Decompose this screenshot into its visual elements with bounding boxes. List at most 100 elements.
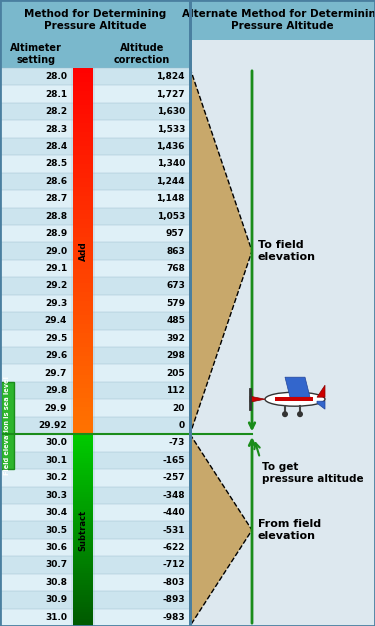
Bar	[73, 611, 93, 614]
Circle shape	[282, 411, 288, 417]
Bar	[73, 590, 93, 592]
Text: 298: 298	[166, 351, 185, 360]
Bar	[0, 608, 190, 626]
Bar	[73, 237, 93, 242]
Bar	[73, 187, 93, 192]
Bar	[73, 465, 93, 468]
Text: 0: 0	[179, 421, 185, 430]
Text: To field
elevation: To field elevation	[258, 240, 316, 262]
Text: 29.0: 29.0	[45, 247, 67, 255]
Bar	[0, 173, 190, 190]
Bar	[73, 333, 93, 338]
Bar	[73, 498, 93, 501]
Bar	[73, 177, 93, 182]
Bar	[73, 242, 93, 247]
Bar	[73, 397, 93, 402]
Bar	[0, 190, 190, 207]
Text: -983: -983	[162, 613, 185, 622]
Bar	[73, 173, 93, 178]
Bar	[73, 361, 93, 366]
Bar	[73, 597, 93, 600]
Text: 29.9: 29.9	[45, 404, 67, 413]
Bar	[73, 127, 93, 132]
Text: 112: 112	[166, 386, 185, 395]
Bar	[73, 264, 93, 269]
Bar	[73, 95, 93, 100]
Text: 863: 863	[166, 247, 185, 255]
Bar	[73, 369, 93, 375]
Text: 28.4: 28.4	[45, 142, 67, 151]
Bar	[0, 0, 190, 40]
Bar	[73, 379, 93, 384]
Bar	[73, 223, 93, 228]
Bar	[73, 520, 93, 523]
Bar	[73, 573, 93, 576]
Polygon shape	[250, 396, 265, 402]
Bar	[73, 472, 93, 475]
Bar	[0, 242, 190, 260]
Bar	[0, 260, 190, 277]
Bar	[73, 168, 93, 173]
Bar	[73, 292, 93, 297]
Text: 28.7: 28.7	[45, 194, 67, 203]
Text: 1,436: 1,436	[156, 142, 185, 151]
Bar	[0, 504, 190, 521]
Text: 205: 205	[166, 369, 185, 377]
Bar	[0, 364, 190, 382]
Bar	[0, 85, 190, 103]
Bar	[73, 287, 93, 292]
Bar	[73, 356, 93, 361]
Text: From field
elevation: From field elevation	[258, 520, 321, 541]
Bar	[73, 463, 93, 465]
Bar	[73, 329, 93, 334]
Bar	[0, 417, 190, 434]
Bar	[73, 539, 93, 542]
Bar	[0, 451, 190, 469]
Bar	[73, 613, 93, 617]
Text: 1,340: 1,340	[157, 160, 185, 168]
Text: 30.4: 30.4	[45, 508, 67, 517]
Bar	[73, 546, 93, 549]
Bar	[73, 196, 93, 201]
Bar	[73, 200, 93, 205]
Bar	[73, 81, 93, 86]
Bar	[73, 150, 93, 155]
Bar	[73, 443, 93, 446]
Text: 28.2: 28.2	[45, 107, 67, 116]
Bar	[73, 549, 93, 552]
Bar	[73, 575, 93, 578]
Bar	[73, 532, 93, 535]
Bar	[73, 599, 93, 602]
Bar	[73, 228, 93, 233]
Text: -73: -73	[169, 438, 185, 448]
Bar	[73, 527, 93, 530]
Bar	[0, 434, 190, 451]
Bar	[73, 616, 93, 619]
Bar	[73, 551, 93, 554]
Text: -440: -440	[162, 508, 185, 517]
Text: 28.0: 28.0	[45, 72, 67, 81]
Text: 485: 485	[166, 316, 185, 326]
Bar	[0, 155, 190, 173]
Polygon shape	[317, 385, 325, 397]
Bar	[73, 118, 93, 123]
Bar	[73, 393, 93, 398]
Text: -531: -531	[162, 526, 185, 535]
Bar	[73, 480, 93, 482]
Text: Subtract: Subtract	[78, 510, 87, 551]
Bar	[0, 277, 190, 295]
Bar	[73, 530, 93, 533]
Bar	[73, 319, 93, 324]
Bar	[0, 68, 190, 85]
Bar	[73, 523, 93, 525]
Bar	[73, 475, 93, 478]
Bar	[73, 580, 93, 583]
Bar	[73, 250, 93, 255]
Bar	[73, 602, 93, 605]
Bar	[73, 513, 93, 516]
Bar	[73, 481, 93, 485]
Text: -803: -803	[163, 578, 185, 587]
Circle shape	[297, 411, 303, 417]
Bar	[73, 210, 93, 215]
Bar	[73, 592, 93, 595]
